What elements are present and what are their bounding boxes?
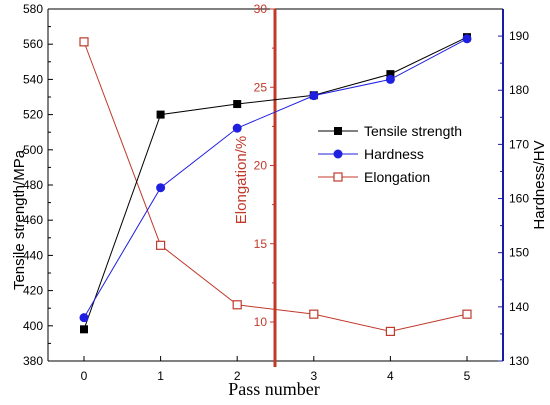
elongation-point [79,37,89,47]
legend-label-elongation: Elongation [364,169,430,185]
left-tick-label: 380 [23,354,43,368]
hardness-point [232,123,242,133]
legend-marker-hardness [333,149,343,159]
elongation-point [385,326,395,336]
left-tick-label: 560 [23,37,43,51]
left-tick-label: 440 [23,248,43,262]
left-tick-label: 480 [23,178,43,192]
hardness-series [79,34,472,323]
right-axis-label: Hardness/HV [531,140,548,229]
elongation-point [156,240,166,250]
right-tick-label: 190 [509,29,529,43]
tensile-strength-point [156,110,165,119]
legend-marker-elongation [333,172,343,182]
hardness-point [79,313,89,323]
elongation-point [462,309,472,319]
right-tick-label: 180 [509,83,529,97]
hardness-point [462,34,472,44]
right-tick-label: 140 [509,300,529,314]
middle-tick-label: 30 [254,2,268,16]
x-tick-label: 1 [157,369,164,383]
legend: Tensile strength Hardness Elongation [318,123,462,185]
hardness-point [156,183,166,193]
right-tick-label: 170 [509,137,529,151]
middle-axis: 10 15 20 25 30 [254,2,277,367]
tensile-strength-line [83,36,468,330]
left-tick-label: 500 [23,143,43,157]
middle-tick-label: 10 [254,315,268,329]
elongation-series [79,37,472,336]
left-tick-label: 460 [23,213,43,227]
left-tick-label: 400 [23,319,43,333]
legend-marker-tensile-strength [334,127,342,135]
hardness-point [385,74,395,84]
right-tick-label: 160 [509,192,529,206]
x-axis-label: Pass number [228,379,320,399]
hardness-point [309,91,319,101]
middle-axis-label: Elongation/% [233,136,250,224]
series-layer [79,33,472,336]
x-tick-label: 4 [387,369,394,383]
right-tick-label: 150 [509,246,529,260]
tensile-strength-point [386,70,395,79]
left-axis: 380 400 420 440 460 480 500 520 540 560 580 [23,2,53,368]
left-tick-label: 540 [23,72,43,86]
x-tick-label: 3 [310,369,317,383]
right-axis: 130 140 150 160 170 180 190 [498,9,529,368]
middle-tick-label: 20 [254,159,268,173]
x-tick-label: 0 [81,369,88,383]
left-tick-label: 580 [23,2,43,16]
middle-tick-label: 25 [254,80,268,94]
middle-tick-label: 15 [254,237,268,251]
legend-label-hardness: Hardness [364,146,424,162]
elongation-point [309,309,319,319]
tensile-strength-point [233,100,242,109]
x-axis: 0 1 2 3 4 5 [81,356,471,383]
elongation-point [232,300,242,310]
x-tick-label: 5 [464,369,471,383]
elongation-line [83,41,468,332]
hardness-line [83,38,468,318]
x-tick-label: 2 [234,369,241,383]
tensile-strength-point [80,325,88,334]
legend-label-tensile-strength: Tensile strength [364,123,462,139]
left-tick-label: 520 [23,108,43,122]
left-axis-label: Tensile strength/MPa [11,149,28,290]
right-tick-label: 130 [509,354,529,368]
left-tick-label: 420 [23,284,43,298]
